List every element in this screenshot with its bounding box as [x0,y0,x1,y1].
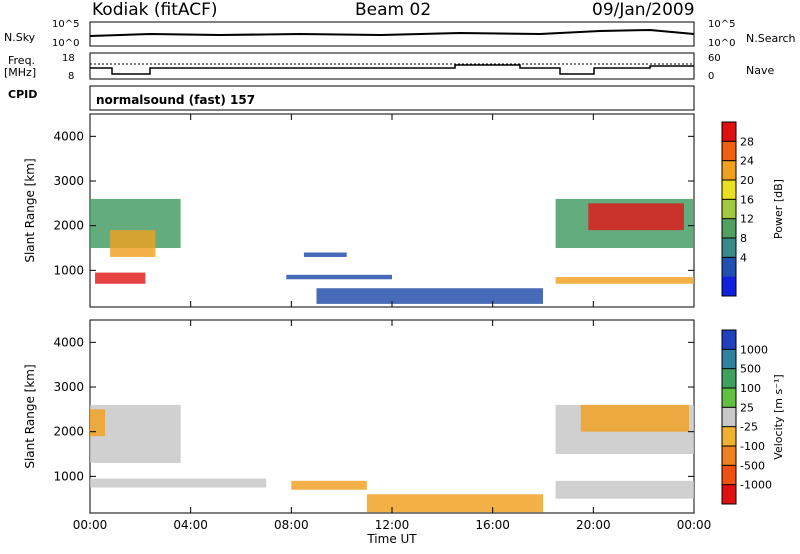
heatmap-region-5 [316,288,543,304]
colorbar-tick-label: 1000 [740,343,768,356]
heatmap-region-2 [90,478,267,488]
colorbar-step [722,484,736,505]
colorbar-step [722,276,736,297]
y-tick-label: 3000 [53,174,84,188]
velocity-heatmap-panel: 4000 3000 2000 1000 Slant Range [km] 00:00 04:… [23,319,712,546]
nsky-right-bottom-tick: 10^0 [708,38,736,49]
nsky-left-bottom-tick: 10^0 [52,38,80,49]
heatmap-region-1 [95,272,146,284]
y-axis-label: Slant Range [km] [23,364,37,468]
cpid-panel [89,85,695,111]
heatmap-region-2 [110,230,156,257]
heatmap-region-4 [303,252,347,257]
heatmap-region-1 [90,409,106,437]
colorbar-step [722,426,736,447]
heatmap-region-6 [580,404,689,432]
colorbar-step [722,238,736,258]
nave-right-bottom-tick: 0 [708,71,715,82]
heatmap-region-7 [555,480,694,499]
colorbar-tick-label: 28 [740,135,754,148]
colorbar-step [722,160,736,181]
y-tick-label: 3000 [53,380,84,394]
colorbar-step [722,368,736,389]
colorbar-step [722,407,736,428]
nsky-trace [89,28,695,37]
cpid-value: normalsound (fast) 157 [96,93,256,107]
colorbar-tick-label: 8 [740,232,747,245]
x-tick-label: 16:00 [475,518,510,532]
x-tick-label: 00:00 [677,518,712,532]
freq-label: Freq. [8,54,36,67]
colorbar-tick-label: -1000 [740,479,772,492]
nsky-label: N.Sky [4,31,36,44]
colorbar-tick-label: -25 [740,421,758,434]
cpid-label: CPID [8,88,38,101]
heatmap-region-3 [291,480,367,490]
freq-unit-label: [MHz] [4,66,37,79]
y-tick-label: 1000 [53,469,84,483]
colorbar-label: Velocity [m s⁻¹] [772,374,785,459]
nave-right-top-tick: 60 [708,53,721,64]
colorbar-tick-label: 20 [740,174,754,187]
colorbar-tick-label: -500 [740,459,765,472]
station-title: Kodiak (fitACF) [92,0,218,20]
nsky-right-top-tick: 10^5 [708,19,736,30]
y-tick-label: 4000 [53,335,84,349]
colorbar-step [722,180,736,200]
freq-left-bottom-tick: 8 [68,71,75,82]
colorbar-tick-label: 25 [740,401,754,414]
nsearch-label: N.Search [746,32,796,45]
heatmap-region-8 [555,277,694,284]
colorbar-step [722,122,736,142]
colorbar-tick-label: 16 [740,193,754,206]
colorbar-tick-label: 100 [740,382,761,395]
colorbar-tick-label: 500 [740,363,761,376]
colorbar-step [722,141,736,162]
colorbar-label: Power [dB] [772,179,785,239]
y-tick-label: 2000 [53,219,84,233]
colorbar-step [722,199,736,220]
y-tick-label: 2000 [53,425,84,439]
heatmap-region-3 [286,274,392,280]
power-heatmap-panel: 4000 3000 2000 1000 Slant Range [km] [23,113,695,308]
x-tick-label: 20:00 [576,518,611,532]
x-tick-label: 00:00 [73,518,108,532]
heatmap-region-4 [366,494,543,513]
nsky-panel [89,21,695,47]
velocity-colorbar: 1000 500 100 25 -25 -100 -500 -1000 Velocity [m … [721,329,785,505]
colorbar-frame [721,121,737,297]
freq-left-top-tick: 18 [62,53,75,64]
colorbar-tick-label: 4 [740,251,747,264]
nsky-left-top-tick: 10^5 [52,19,80,30]
freq-trace [90,64,694,75]
x-tick-label: 08:00 [274,518,309,532]
freq-panel [89,52,695,80]
colorbar-step [722,446,736,466]
x-tick-label: 12:00 [375,518,410,532]
colorbar-frame [721,329,737,505]
colorbar-step [722,257,736,278]
nave-label: Nave [746,64,775,77]
colorbar-tick-label: 12 [740,213,754,226]
colorbar-step [722,465,736,486]
power-colorbar: 28 24 20 16 12 8 4 Power [dB] [721,121,785,297]
y-axis-label: Slant Range [km] [23,158,37,262]
date-title: 09/Jan/2009 [592,0,695,20]
colorbar-step [722,218,736,239]
colorbar-tick-label: -100 [740,440,765,453]
colorbar-step [722,349,736,370]
colorbar-step [722,330,736,350]
beam-title: Beam 02 [355,0,432,20]
x-axis-label: Time UT [366,532,417,546]
colorbar-tick-label: 24 [740,155,754,168]
x-tick-label: 04:00 [173,518,208,532]
y-tick-label: 4000 [53,129,84,143]
colorbar-step [722,388,736,408]
y-tick-label: 1000 [53,263,84,277]
heatmap-region-7 [588,203,684,231]
